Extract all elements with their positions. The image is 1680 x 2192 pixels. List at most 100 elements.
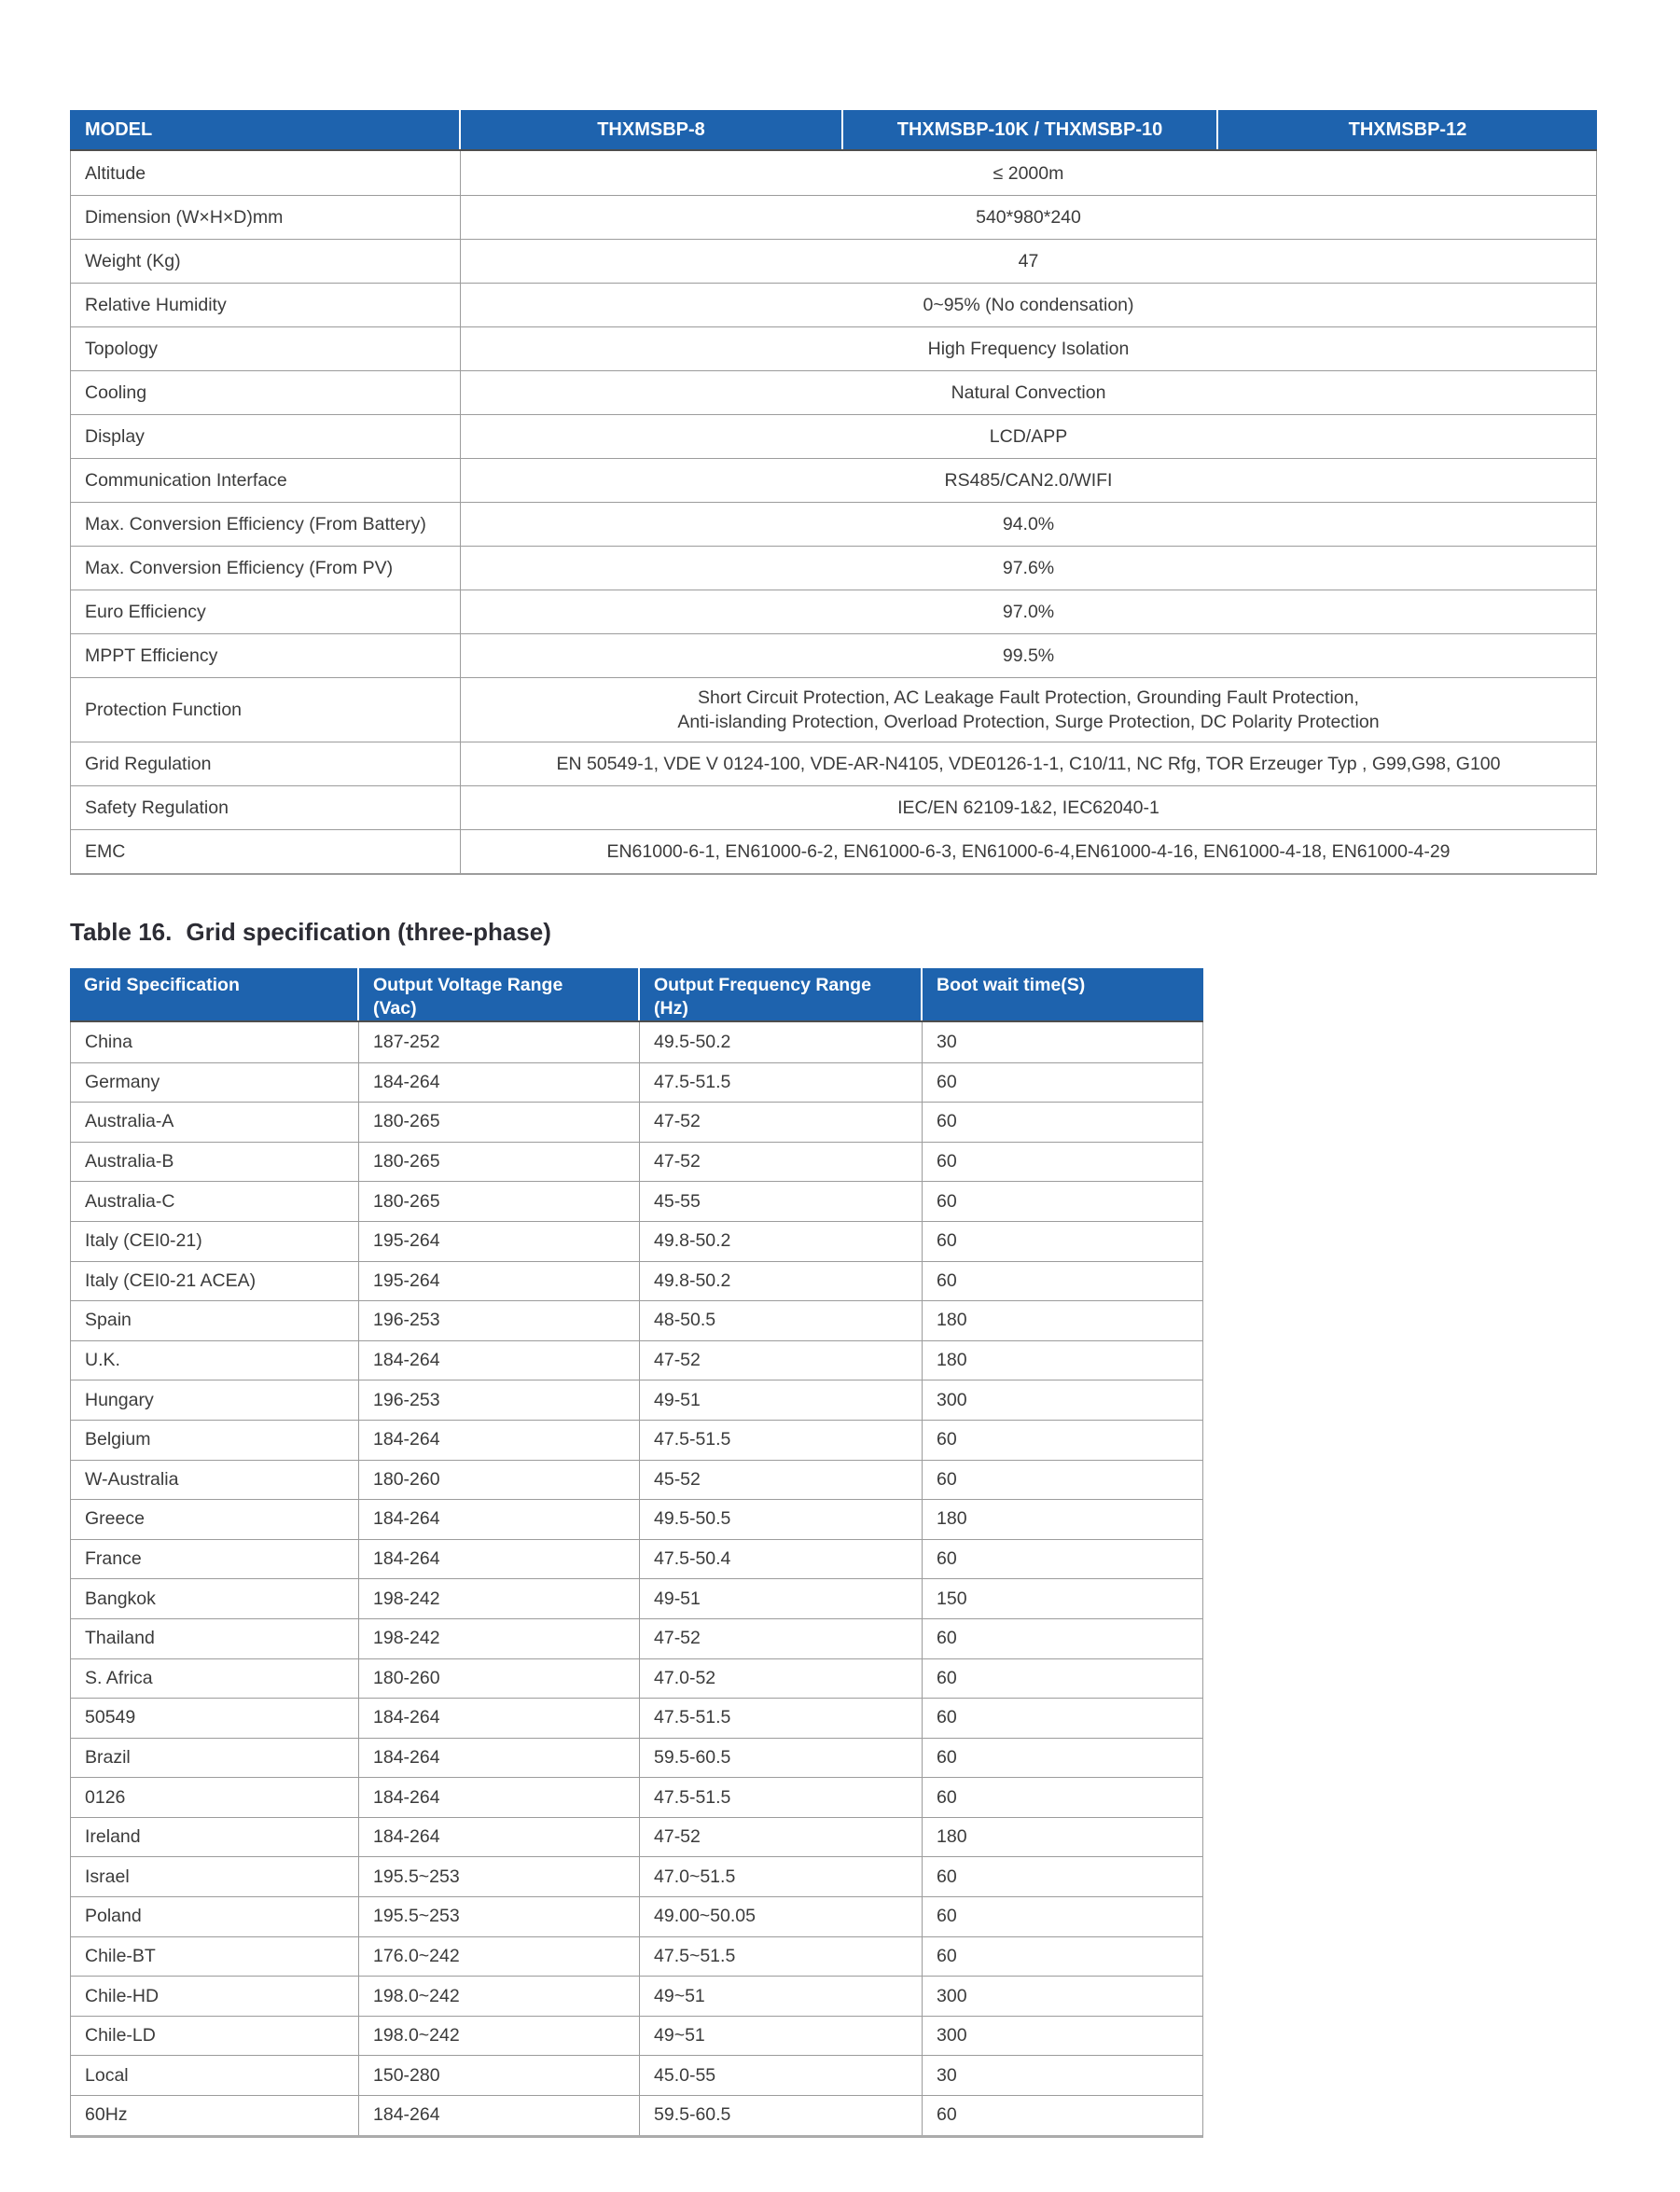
- spec-row-value: 94.0%: [1002, 514, 1055, 534]
- grid-cell: 184-264: [359, 1340, 640, 1380]
- spec-row-label: MPPT Efficiency: [71, 634, 461, 677]
- grid-table-row: Thailand 198-242 47-52 60: [71, 1617, 1202, 1658]
- grid-cell: 187-252: [359, 1022, 640, 1062]
- grid-table-row: 0126 184-264 47.5-51.5 60: [71, 1777, 1202, 1817]
- spec-row-label: Euro Efficiency: [71, 590, 461, 633]
- grid-table-row: Belgium 184-264 47.5-51.5 60: [71, 1419, 1202, 1460]
- grid-table-row: Chile-BT 176.0~242 47.5~51.5 60: [71, 1935, 1202, 1977]
- spec-table-row: Dimension (W×H×D)mm 540*980*240: [71, 195, 1596, 239]
- grid-cell: Greece: [71, 1500, 359, 1539]
- grid-cell: 198-242: [359, 1579, 640, 1618]
- grid-cell: 195.5~253: [359, 1897, 640, 1936]
- grid-table-row: Hungary 196-253 49-51 300: [71, 1380, 1202, 1420]
- spec-table-row: Weight (Kg) 47: [71, 239, 1596, 283]
- grid-cell: 184-264: [359, 1778, 640, 1817]
- grid-cell: 59.5-60.5: [640, 2096, 923, 2135]
- spec-header-thxmsbp-8: THXMSBP-8: [461, 110, 843, 149]
- grid-table-row: China 187-252 49.5-50.2 30: [71, 1022, 1202, 1062]
- grid-cell: Poland: [71, 1897, 359, 1936]
- grid-cell: 60: [937, 1230, 957, 1252]
- grid-cell: Belgium: [71, 1420, 359, 1460]
- grid-cell: 47-52: [640, 1817, 923, 1857]
- grid-cell: 60: [937, 1628, 957, 1649]
- grid-cell: 198-242: [359, 1618, 640, 1658]
- spec-row-label: Dimension (W×H×D)mm: [71, 196, 461, 239]
- spec-row-value: 97.0%: [1002, 602, 1055, 622]
- spec-table-row: Relative Humidity 0~95% (No condensation): [71, 283, 1596, 326]
- grid-cell: Italy (CEI0-21): [71, 1221, 359, 1261]
- grid-cell: 60: [937, 1111, 957, 1132]
- spec-table-row: Cooling Natural Convection: [71, 370, 1596, 414]
- grid-cell: 176.0~242: [359, 1936, 640, 1977]
- grid-table-row: Brazil 184-264 59.5-60.5 60: [71, 1737, 1202, 1778]
- grid-cell: W-Australia: [71, 1460, 359, 1500]
- grid-cell: 184-264: [359, 1738, 640, 1778]
- grid-cell: Germany: [71, 1062, 359, 1103]
- grid-cell: 0126: [71, 1778, 359, 1817]
- grid-table-row: Australia-A 180-265 47-52 60: [71, 1102, 1202, 1142]
- spec-row-label: Max. Conversion Efficiency (From Battery…: [71, 503, 461, 546]
- grid-cell: 45.0-55: [640, 2056, 923, 2096]
- grid-cell: 60: [937, 1786, 957, 1808]
- spec-row-label: Grid Regulation: [71, 742, 461, 785]
- spec-table-row: Grid Regulation EN 50549-1, VDE V 0124-10…: [71, 742, 1596, 785]
- spec-row-label: Max. Conversion Efficiency (From PV): [71, 547, 461, 590]
- spec-row-value: RS485/CAN2.0/WIFI: [944, 470, 1113, 491]
- grid-cell: 180-265: [359, 1103, 640, 1142]
- grid-table-row: France 184-264 47.5-50.4 60: [71, 1538, 1202, 1579]
- spec-row-value: 47: [1018, 251, 1039, 271]
- grid-cell: 59.5-60.5: [640, 1738, 923, 1778]
- spec-row-label: Altitude: [71, 151, 461, 195]
- grid-cell: 49.5-50.5: [640, 1500, 923, 1539]
- spec-table-header: MODEL THXMSBP-8 THXMSBP-10K / THXMSBP-10…: [70, 110, 1597, 151]
- spec-header-model: MODEL: [70, 110, 461, 149]
- grid-cell: 195.5~253: [359, 1857, 640, 1897]
- grid-cell: 180-260: [359, 1658, 640, 1699]
- grid-table-body: China 187-252 49.5-50.2 30 Germany 184-264 47.…: [70, 1022, 1203, 2138]
- spec-row-label: EMC: [71, 830, 461, 873]
- grid-table-row: Israel 195.5~253 47.0~51.5 60: [71, 1856, 1202, 1897]
- grid-cell: 300: [937, 2025, 967, 2046]
- spec-row-value: 99.5%: [1002, 645, 1055, 666]
- grid-cell: 198.0~242: [359, 1977, 640, 2016]
- spec-row-value: Short Circuit Protection, AC Leakage Fau…: [677, 687, 1380, 732]
- grid-cell: Chile-BT: [71, 1936, 359, 1977]
- grid-cell: 49-51: [640, 1579, 923, 1618]
- grid-cell: 47.5-51.5: [640, 1420, 923, 1460]
- spec-row-value: 540*980*240: [976, 207, 1081, 228]
- grid-cell: 49.8-50.2: [640, 1221, 923, 1261]
- grid-cell: 198.0~242: [359, 2016, 640, 2056]
- grid-table-row: Bangkok 198-242 49-51 150: [71, 1578, 1202, 1618]
- grid-table-row: Australia-B 180-265 47-52 60: [71, 1141, 1202, 1182]
- spec-row-label: Topology: [71, 327, 461, 370]
- grid-cell: 49~51: [640, 2016, 923, 2056]
- grid-cell: 180-265: [359, 1182, 640, 1221]
- grid-cell: Australia-B: [71, 1142, 359, 1182]
- grid-cell: 47.5-51.5: [640, 1699, 923, 1738]
- grid-cell: 180-265: [359, 1142, 640, 1182]
- caption-title: Grid specification (three-phase): [186, 918, 551, 946]
- grid-cell: 49.00~50.05: [640, 1897, 923, 1936]
- grid-cell: 47.5~51.5: [640, 1936, 923, 1977]
- grid-cell: 184-264: [359, 1420, 640, 1460]
- grid-table-header: Grid Specification Output Voltage Range …: [70, 968, 1203, 1022]
- grid-spec-table: Grid Specification Output Voltage Range …: [70, 968, 1203, 2138]
- grid-cell: 60: [937, 1190, 957, 1212]
- spec-row-value: IEC/EN 62109-1&2, IEC62040-1: [897, 798, 1159, 818]
- grid-cell: 150-280: [359, 2056, 640, 2096]
- grid-cell: 184-264: [359, 1062, 640, 1103]
- grid-table-row: Chile-HD 198.0~242 49~51 300: [71, 1976, 1202, 2016]
- grid-table-row: W-Australia 180-260 45-52 60: [71, 1459, 1202, 1500]
- grid-table-row: 60Hz 184-264 59.5-60.5 60: [71, 2095, 1202, 2135]
- grid-cell: 47-52: [640, 1618, 923, 1658]
- spec-row-label: Protection Function: [71, 678, 461, 742]
- grid-cell: 60: [937, 1866, 957, 1887]
- grid-table-row: Germany 184-264 47.5-51.5 60: [71, 1061, 1202, 1103]
- grid-cell: 60: [937, 1906, 957, 1927]
- grid-cell: China: [71, 1022, 359, 1062]
- grid-cell: 60: [937, 1269, 957, 1291]
- grid-cell: 60: [937, 2104, 957, 2126]
- grid-table-row: Italy (CEI0-21) 195-264 49.8-50.2 60: [71, 1220, 1202, 1261]
- grid-cell: 195-264: [359, 1261, 640, 1301]
- grid-cell: 47.5-50.4: [640, 1539, 923, 1579]
